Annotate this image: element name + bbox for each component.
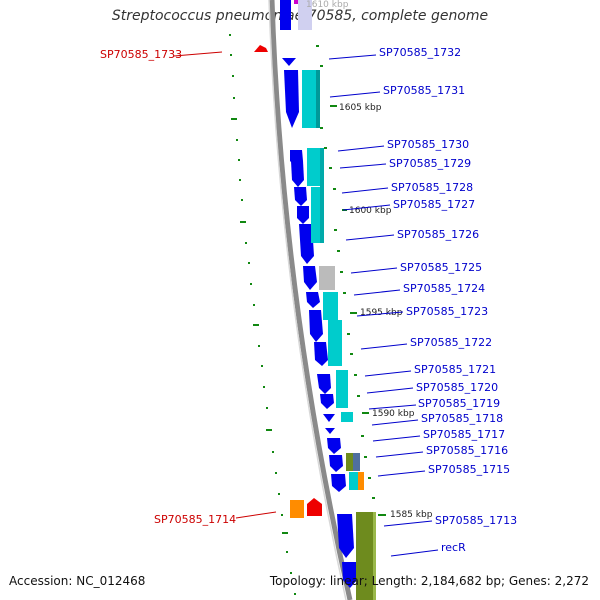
gene-label: SP70585_1714 — [154, 513, 236, 526]
label-leaders — [173, 51, 439, 557]
top-partial-feature — [298, 0, 312, 30]
ruler-label-1605: 1605 kbp — [339, 103, 382, 113]
gene-arrow — [303, 266, 317, 290]
feature-track — [290, 70, 376, 600]
gene-arrow — [307, 498, 322, 516]
gene-label: SP70585_1719 — [418, 397, 500, 410]
gene-arrow — [284, 70, 299, 128]
ruler: 1610 kbp 1605 kbp 1600 kbp 1595 kbp 1590… — [306, 0, 433, 520]
gene-arrow — [314, 342, 328, 366]
gene-label: SP70585_1727 — [393, 198, 475, 211]
top-partial-marker — [294, 0, 298, 4]
top-partial-gene — [280, 0, 291, 30]
accession-text: Accession: NC_012468 — [9, 574, 146, 588]
gene-label: SP70585_1730 — [387, 138, 469, 151]
gene-label: SP70585_1718 — [421, 412, 503, 425]
gene-arrow — [331, 474, 346, 492]
forward-gene-arrows — [282, 58, 357, 588]
gene-arrow — [317, 374, 331, 394]
gene-label: SP70585_1717 — [423, 428, 505, 441]
gene-arrow — [342, 562, 357, 588]
gene-labels: SP70585_1733 SP70585_1732 SP70585_1731 S… — [100, 46, 517, 554]
gene-arrow — [309, 310, 323, 342]
gene-arrow — [329, 455, 343, 472]
gene-arrow — [282, 58, 296, 66]
gene-label: SP70585_1715 — [428, 463, 510, 476]
gene-arrow — [337, 514, 354, 558]
gene-label: SP70585_1725 — [400, 261, 482, 274]
ruler-label-1590: 1590 kbp — [372, 409, 415, 419]
gene-label: SP70585_1716 — [426, 444, 508, 457]
gene-arrow — [325, 428, 335, 434]
gene-arrow — [306, 292, 320, 308]
gene-label: SP70585_1720 — [416, 381, 498, 394]
gene-label: SP70585_1733 — [100, 48, 182, 61]
genome-backbone — [269, 0, 353, 600]
gene-label: SP70585_1724 — [403, 282, 485, 295]
gene-arrow — [323, 414, 335, 422]
gene-label: SP70585_1723 — [406, 305, 488, 318]
gene-arrow — [291, 161, 304, 187]
gene-label: SP70585_1713 — [435, 514, 517, 527]
tick-marks — [229, 34, 375, 595]
gene-label: SP70585_1731 — [383, 84, 465, 97]
ruler-label-1600: 1600 kbp — [349, 206, 392, 216]
ruler-label-1595: 1595 kbp — [360, 308, 403, 318]
ruler-label-1585: 1585 kbp — [390, 510, 433, 520]
gene-arrow — [294, 187, 307, 206]
gene-arrow — [327, 438, 341, 454]
gene-label: SP70585_1729 — [389, 157, 471, 170]
genome-backbone-highlight — [268, 0, 347, 600]
gene-arrow — [297, 206, 309, 224]
gene-label: SP70585_1722 — [410, 336, 492, 349]
gene-arrow — [299, 224, 314, 264]
ruler-label-1610: 1610 kbp — [306, 0, 349, 10]
gene-label: recR — [441, 541, 466, 554]
gene-label: SP70585_1726 — [397, 228, 479, 241]
gene-arrow — [254, 45, 268, 52]
gene-label: SP70585_1721 — [414, 363, 496, 376]
gene-label: SP70585_1732 — [379, 46, 461, 59]
gene-label: SP70585_1728 — [391, 181, 473, 194]
gene-arrow — [320, 394, 334, 409]
genome-summary-text: Topology: linear; Length: 2,184,682 bp; … — [269, 574, 589, 588]
reverse-gene-arrows — [254, 45, 322, 516]
